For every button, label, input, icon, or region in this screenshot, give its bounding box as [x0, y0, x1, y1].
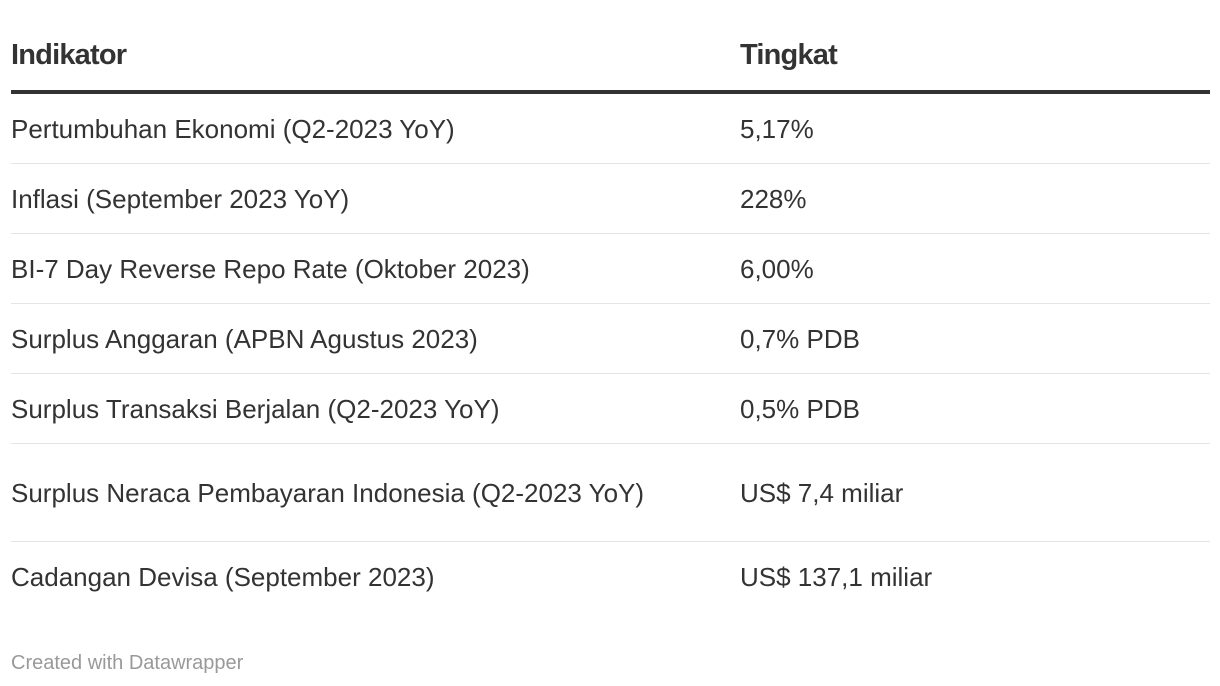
indicator-label: Surplus Transaksi Berjalan (Q2-2023 YoY) — [11, 393, 500, 424]
value-cell: 0,7% PDB — [740, 303, 1210, 374]
indicator-label: Surplus Anggaran (APBN Agustus 2023) — [11, 323, 478, 354]
indicator-label: Surplus Neraca Pembayaran Indonesia (Q2-… — [11, 477, 645, 508]
indicator-label: Pertumbuhan Ekonomi (Q2-2023 YoY) — [11, 113, 455, 144]
indicator-cell: Pertumbuhan Ekonomi (Q2-2023 YoY) — [11, 92, 740, 164]
table-row: Surplus Transaksi Berjalan (Q2-2023 YoY)… — [11, 373, 1210, 444]
value-cell: 228% — [740, 163, 1210, 234]
table-row: Surplus Neraca Pembayaran Indonesia (Q2-… — [11, 443, 1210, 542]
header-row: Indikator Tingkat — [11, 28, 1210, 94]
indicator-cell: Surplus Anggaran (APBN Agustus 2023) — [11, 303, 740, 374]
indicator-cell: Cadangan Devisa (September 2023) — [11, 542, 740, 612]
table-row: Cadangan Devisa (September 2023) US$ 137… — [11, 542, 1210, 612]
data-table: Indikator Tingkat Pertumbuhan Ekonomi (Q… — [11, 28, 1210, 611]
table-row: BI-7 Day Reverse Repo Rate (Oktober 2023… — [11, 233, 1210, 304]
indicator-cell: Surplus Neraca Pembayaran Indonesia (Q2-… — [11, 443, 740, 542]
indicator-label: Inflasi (September 2023 YoY) — [11, 183, 350, 214]
indicator-label: BI-7 Day Reverse Repo Rate (Oktober 2023… — [11, 253, 530, 284]
column-header-indikator: Indikator — [11, 28, 740, 94]
indicator-cell: Surplus Transaksi Berjalan (Q2-2023 YoY) — [11, 373, 740, 444]
value-cell: US$ 7,4 miliar — [740, 443, 1210, 542]
indicator-cell: Inflasi (September 2023 YoY) — [11, 163, 740, 234]
table-row: Pertumbuhan Ekonomi (Q2-2023 YoY) 5,17% — [11, 92, 1210, 164]
indicator-cell: BI-7 Day Reverse Repo Rate (Oktober 2023… — [11, 233, 740, 304]
value-cell: US$ 137,1 miliar — [740, 561, 933, 592]
table-row: Inflasi (September 2023 YoY) 228% — [11, 163, 1210, 234]
value-cell: 6,00% — [740, 233, 1210, 304]
value-cell: 0,5% PDB — [740, 373, 1210, 444]
value-cell: 5,17% — [740, 92, 1210, 164]
indicator-label: Cadangan Devisa (September 2023) — [11, 561, 435, 592]
column-header-tingkat: Tingkat — [740, 28, 1210, 94]
table-row: Surplus Anggaran (APBN Agustus 2023) 0,7… — [11, 303, 1210, 374]
datawrapper-credit[interactable]: Created with Datawrapper — [11, 652, 244, 674]
data-table-container: Indikator Tingkat Pertumbuhan Ekonomi (Q… — [11, 28, 1210, 611]
